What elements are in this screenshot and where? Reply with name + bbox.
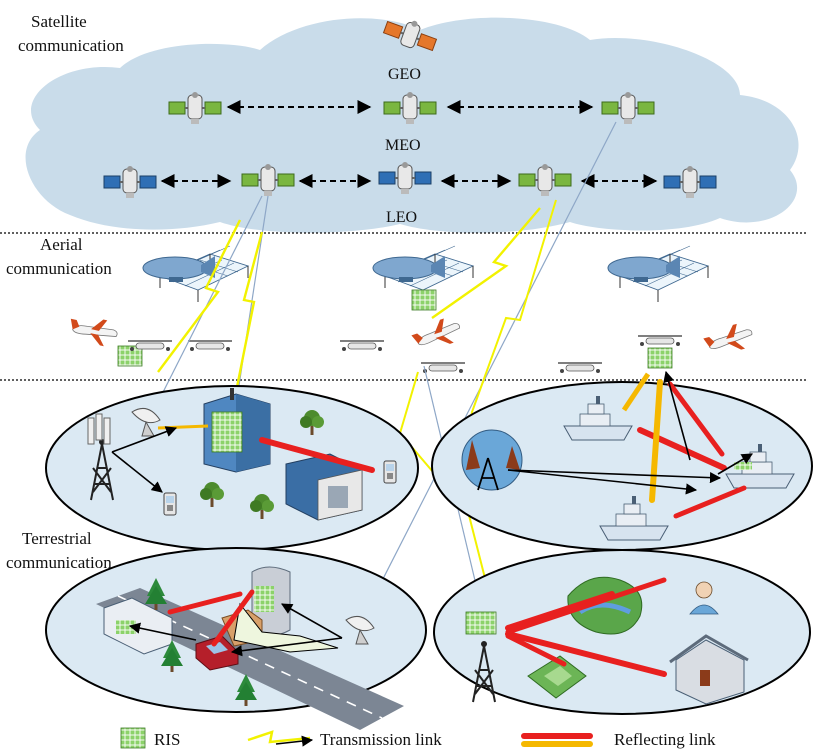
coastal-base-station-icon <box>461 429 523 491</box>
section-label-aerial: Aerial communication <box>6 235 112 278</box>
drone-2-icon <box>187 340 233 352</box>
reflecting-link-ris-user <box>505 577 667 635</box>
ris-on-building <box>211 411 243 453</box>
ris-aerial-right <box>647 347 673 369</box>
legend-reflecting-label: Reflecting link <box>614 730 716 749</box>
link-base-to-ship-right <box>507 469 722 484</box>
link-tower-to-dish <box>111 426 178 453</box>
drone-4-icon <box>420 362 466 374</box>
transmission-link-leo-building <box>234 231 264 393</box>
reflecting-link-car-tower <box>211 589 255 647</box>
legend-ris-label: RIS <box>154 730 180 749</box>
antenna-array-icon <box>87 413 111 445</box>
reflecting-link-ris-house <box>505 631 667 677</box>
car-icon <box>195 635 239 671</box>
drone-5-icon <box>557 362 603 374</box>
reflecting-link-ris-ship-right <box>667 381 725 457</box>
section-label-satellite-line1: Satellite <box>31 12 87 31</box>
link-dish-to-tower <box>281 603 343 639</box>
road <box>96 588 404 730</box>
satellite-layer: Satellite communication GEO MEO LEO <box>18 11 799 233</box>
reflecting-link-tree-tower <box>167 591 243 615</box>
house-icon <box>669 634 749 705</box>
reflecting-link-ris-park <box>505 591 615 631</box>
drone-6-icon <box>637 335 683 347</box>
drone-3-icon <box>339 340 385 352</box>
cloud-background <box>25 17 799 233</box>
office-building-icon <box>203 388 271 473</box>
section-label-terrestrial-line2: communication <box>6 553 112 572</box>
reflecting-link-ris-ship-bottom <box>649 379 663 503</box>
legend-transmission-zigzag <box>247 730 311 744</box>
legend-transmission-label: Transmission link <box>320 730 442 749</box>
link-ship-to-ship <box>717 453 753 475</box>
orbit-label-meo: MEO <box>385 137 421 154</box>
section-label-satellite-line2: communication <box>18 36 124 55</box>
transmission-link-leo-aerial <box>431 207 541 319</box>
reflecting-link-ris-ship-top <box>621 372 651 412</box>
ris-on-tower <box>254 586 274 612</box>
link-ris-ship-vertical <box>663 370 691 461</box>
ris-on-ship <box>734 462 752 470</box>
airplane-right-icon <box>701 320 756 359</box>
legend-transmission-arrow <box>275 735 314 747</box>
coverage-area <box>233 602 339 653</box>
legend-ris-swatch <box>120 727 146 749</box>
mobile-phone-urban-icon <box>383 460 397 484</box>
orbit-label-leo: LEO <box>386 209 417 226</box>
ris-rural <box>465 611 497 635</box>
transmission-link-leo-left <box>157 219 242 373</box>
airplane-left-icon <box>66 312 121 349</box>
link-car-to-bus <box>128 622 197 641</box>
section-label-terrestrial: Terrestrial communication <box>6 529 112 572</box>
farmland-icon <box>527 655 587 699</box>
airplane-center-icon <box>409 314 465 355</box>
section-label-terrestrial-line1: Terrestrial <box>22 529 92 548</box>
reflecting-link-ris-farm <box>505 633 567 667</box>
terrestrial-layer: Terrestrial communication <box>6 370 813 730</box>
orbit-label-geo: GEO <box>388 66 421 83</box>
warehouse-icon <box>285 453 363 521</box>
user-person-icon <box>689 581 719 615</box>
section-label-satellite: Satellite communication <box>18 12 124 55</box>
section-label-aerial-line1: Aerial <box>40 235 83 254</box>
aerial-layer: Aerial communication <box>6 235 756 374</box>
meo-to-dish-link <box>361 121 617 621</box>
reflecting-link-building-phone <box>259 437 375 473</box>
link-tower-to-phone <box>111 451 163 493</box>
ris-aerial-center <box>411 289 437 311</box>
reflecting-link-ship-bottom-right <box>673 485 747 519</box>
mobile-phone-user-icon <box>163 492 177 516</box>
link-dish-to-car <box>230 637 343 657</box>
road-lane-marking <box>117 595 383 719</box>
section-label-aerial-line2: communication <box>6 259 112 278</box>
ris-aerial-left <box>117 345 143 367</box>
link-base-to-ship <box>507 469 698 495</box>
transmission-link-dish-building <box>157 424 209 430</box>
legend: RIS Transmission link Reflecting link <box>120 727 716 749</box>
